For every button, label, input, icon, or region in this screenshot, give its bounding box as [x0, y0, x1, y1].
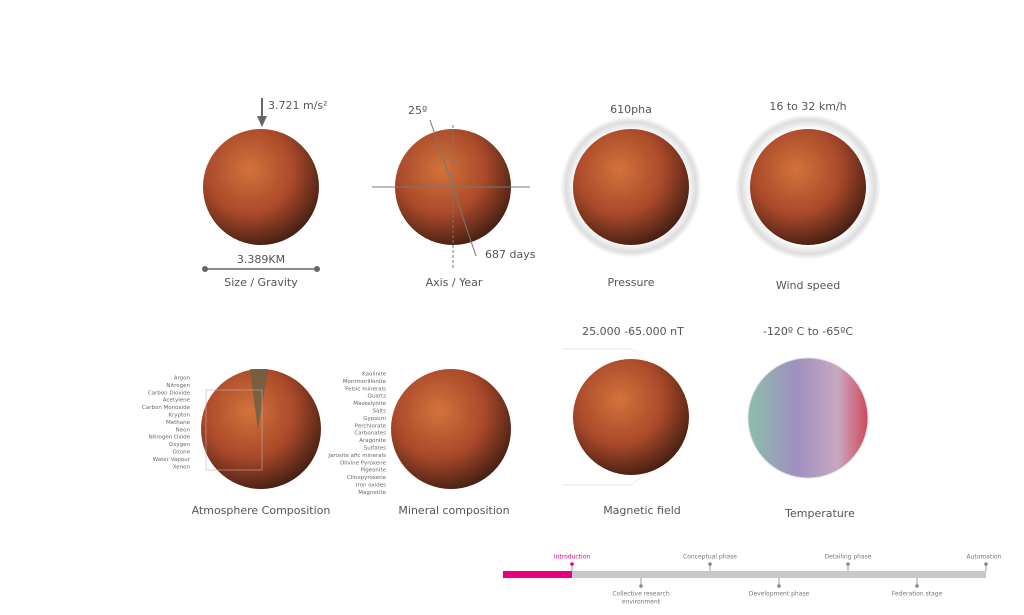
dot	[915, 584, 919, 588]
gas: Neon	[176, 427, 191, 433]
gas: Xenon	[173, 464, 191, 470]
mineral: Olivine Pyroxene	[340, 460, 387, 466]
gas: Water Vapour	[153, 457, 191, 463]
magnetic: 25.000 -65.000 nT	[582, 325, 684, 338]
planet	[747, 357, 869, 479]
gas: Nitrogen Oxide	[149, 435, 191, 441]
arrow-head	[257, 116, 267, 127]
stage: Development phase	[749, 591, 810, 598]
mineral: Perchlorate	[355, 423, 387, 429]
dot	[708, 562, 712, 566]
timeline-bar	[503, 571, 986, 578]
gas: Argon	[174, 376, 191, 382]
panel-label: Temperature	[784, 507, 855, 520]
planet	[391, 369, 511, 489]
mineral: Sulfates	[364, 446, 386, 452]
planet	[573, 129, 689, 245]
stage: environment	[622, 599, 661, 606]
stage: Federation stage	[892, 591, 943, 598]
wind: 16 to 32 km/h	[769, 100, 846, 113]
tilt-line	[429, 119, 477, 257]
mineral: Jarosite afic minerals	[327, 453, 386, 459]
stage: Collective research	[612, 591, 670, 598]
mineral: Carbonates	[354, 431, 386, 437]
panel-label: Magnetic field	[603, 504, 681, 517]
stage: Introduction	[554, 554, 591, 561]
panel-label: Mineral composition	[398, 504, 509, 517]
gas: Ozone	[173, 450, 191, 456]
dot	[846, 562, 850, 566]
stage: Conceptual phase	[683, 554, 737, 561]
temperature: -120º C to -65ºC	[763, 325, 854, 338]
dot	[777, 584, 781, 588]
planet	[750, 129, 866, 245]
gas: Acetylene	[163, 398, 191, 404]
gas: Oxygen	[169, 442, 191, 448]
stage: Detailing phase	[825, 554, 872, 561]
pressure: 610pha	[610, 103, 652, 116]
mineral: Clinopyroxene	[347, 475, 387, 481]
gas: Carbon Dioxide	[148, 390, 191, 396]
mineral: Iron oxides	[356, 483, 386, 489]
timeline-progress	[503, 571, 572, 578]
planet	[201, 369, 321, 489]
gas: Carbon Monoxide	[142, 405, 191, 411]
dot	[314, 266, 320, 272]
dot	[639, 584, 643, 588]
mineral: Pigeonite	[360, 468, 386, 474]
wedge	[250, 369, 268, 430]
tilt: 25º	[408, 104, 427, 117]
mineral: Salts	[373, 409, 387, 415]
stage: Automation	[967, 554, 1002, 561]
mineral: Aragonite	[359, 438, 386, 444]
mineral: Gypsum	[363, 416, 386, 422]
dot	[984, 562, 988, 566]
panel-label: Size / Gravity	[224, 276, 298, 289]
panel-label: Wind speed	[776, 279, 840, 292]
gravity: 3.721 m/s²	[268, 99, 328, 112]
mineral: Maskelynite	[353, 401, 386, 407]
gas: Nitrogen	[166, 383, 190, 389]
panel-label: Pressure	[608, 276, 655, 289]
mineral: Felsic minerals	[345, 386, 386, 392]
gas: Krypton	[168, 413, 190, 419]
gas: Methane	[166, 420, 191, 426]
dot	[202, 266, 208, 272]
year: 687 days	[485, 248, 536, 261]
planet	[573, 359, 689, 475]
frame	[205, 389, 263, 471]
mineral: Quartz	[368, 394, 387, 400]
dot	[570, 562, 574, 566]
panel-label: Axis / Year	[426, 276, 483, 289]
size: 3.389KM	[237, 253, 285, 266]
mineral: Montmorillonite	[343, 379, 387, 385]
panel-label: Atmosphere Composition	[192, 504, 331, 517]
mineral: Magnetite	[358, 490, 386, 496]
mineral: Kaolinite	[362, 372, 386, 378]
planet	[203, 129, 319, 245]
